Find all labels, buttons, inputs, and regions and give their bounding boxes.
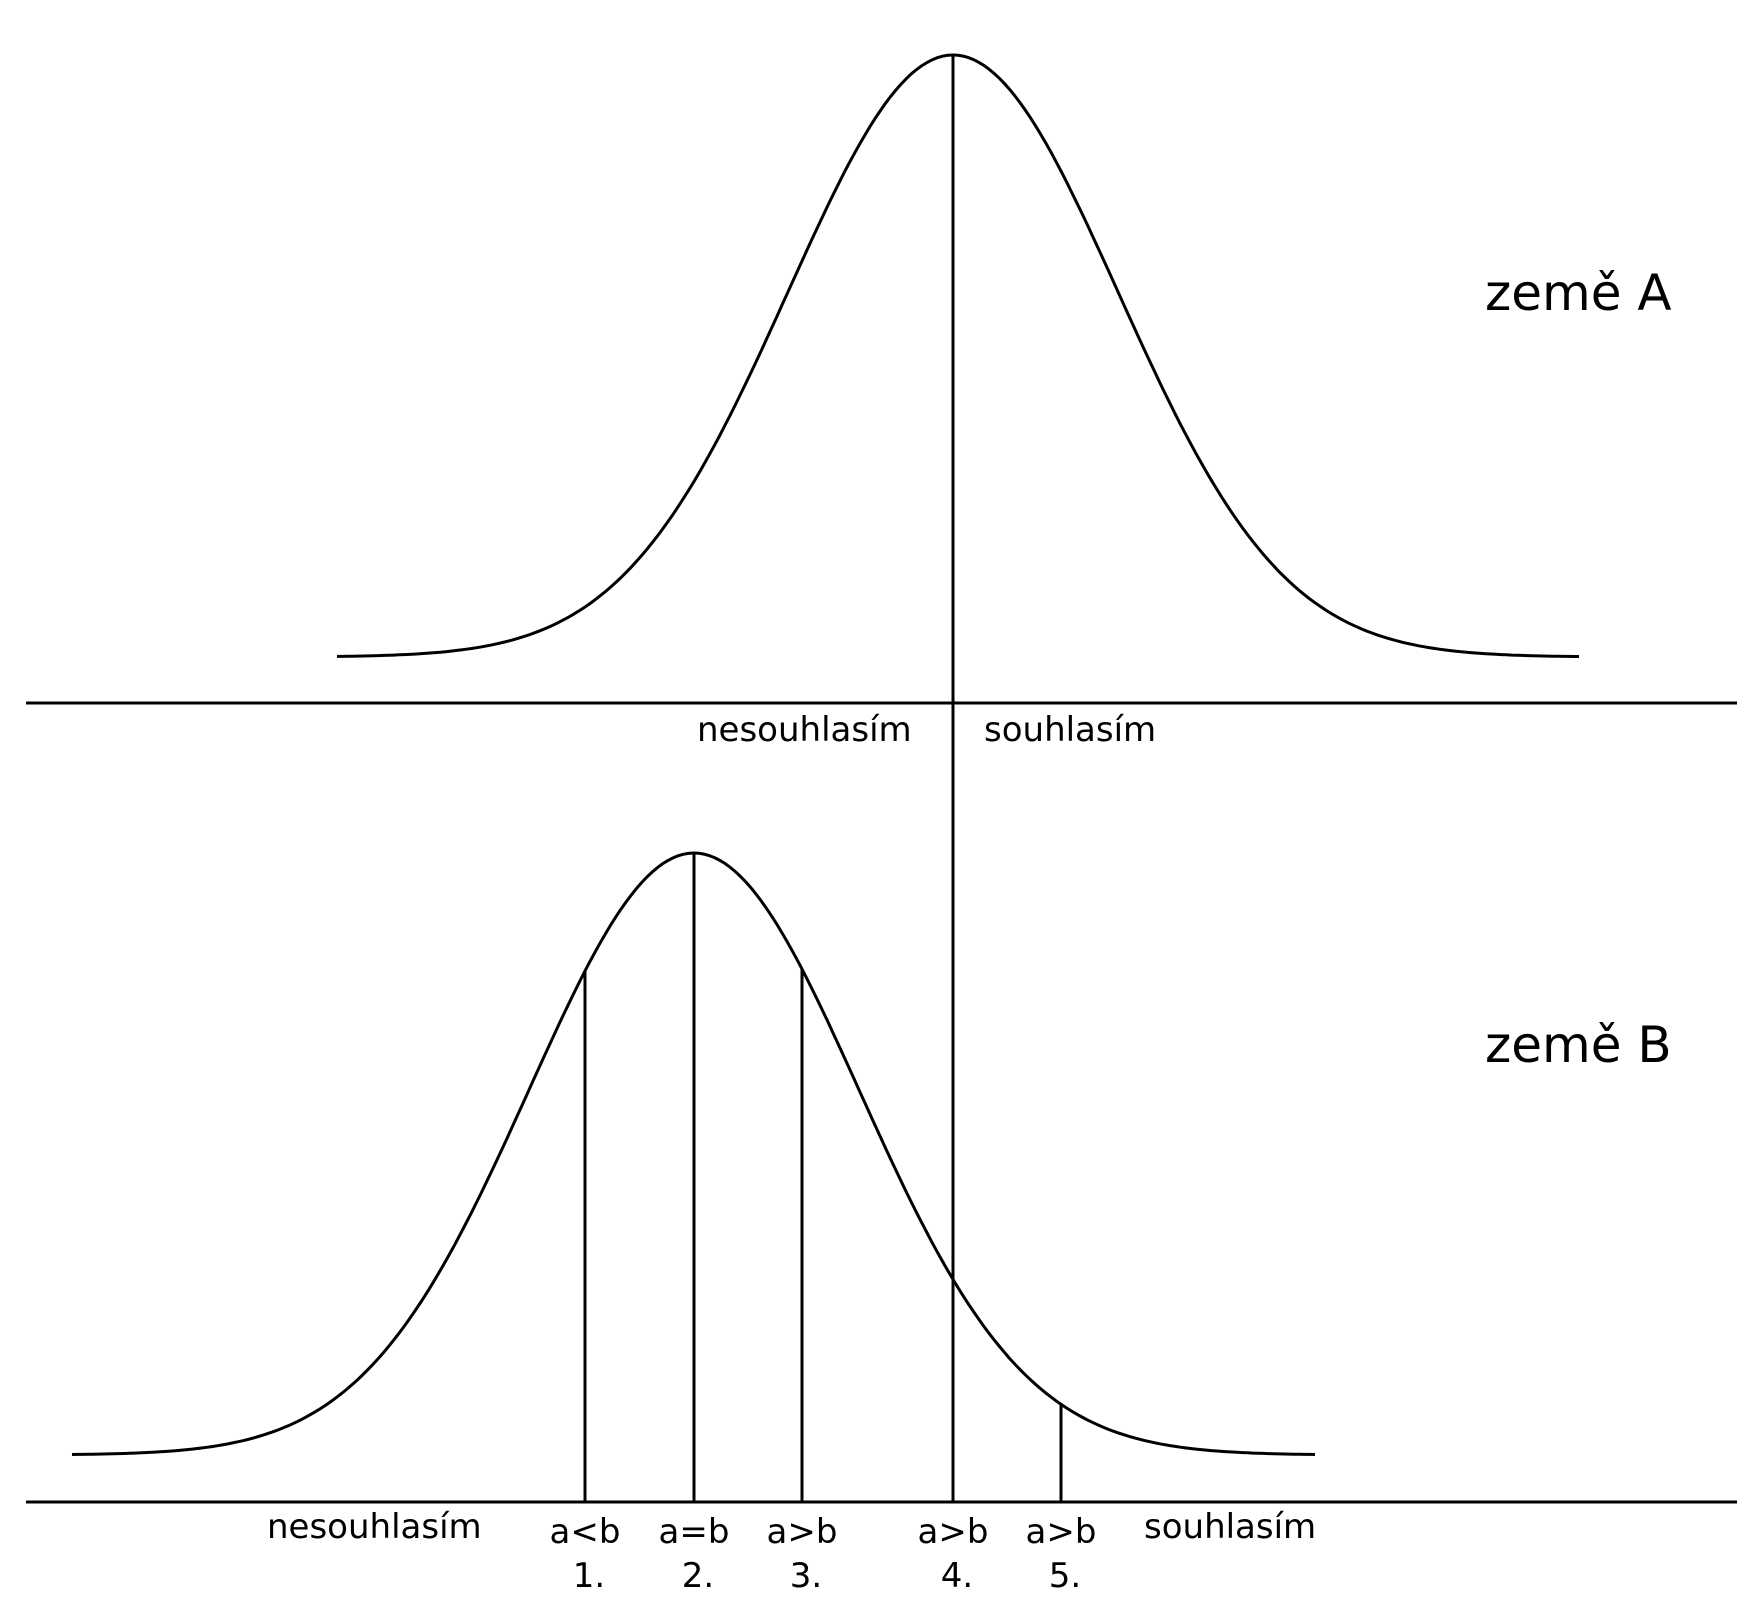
country-a-distribution-curve: [337, 53, 1579, 658]
marker-number-label-1: 1.: [573, 1556, 605, 1596]
marker-number-label-5: 5.: [1049, 1556, 1081, 1596]
country-b-left-label: nesouhlasím: [267, 1507, 482, 1547]
country-a-left-label: nesouhlasím: [697, 710, 912, 750]
country-b-markers: a<b1.a=b2.a>b3.a>b4.a>b5.: [550, 853, 1097, 1596]
marker-relation-label-1: a<b: [550, 1512, 621, 1552]
marker-number-label-3: 3.: [790, 1556, 822, 1596]
marker-relation-label-5: a>b: [1026, 1512, 1097, 1552]
country-b-right-label: souhlasím: [1144, 1507, 1316, 1547]
marker-relation-label-4: a>b: [918, 1512, 989, 1552]
country-a-panel: země A nesouhlasím souhlasím: [26, 53, 1737, 750]
country-b-title: země B: [1485, 1016, 1672, 1074]
country-a-title: země A: [1485, 264, 1672, 322]
marker-number-label-2: 2.: [682, 1556, 714, 1596]
country-b-panel: země B nesouhlasím souhlasím a<b1. a=b2. a…: [26, 851, 1737, 1596]
country-a-right-label: souhlasím: [984, 710, 1156, 750]
marker-number-label-4: 4.: [941, 1556, 973, 1596]
marker-relation-label-2: a=b: [659, 1512, 730, 1552]
marker-relation-label-3: a>b: [767, 1512, 838, 1552]
